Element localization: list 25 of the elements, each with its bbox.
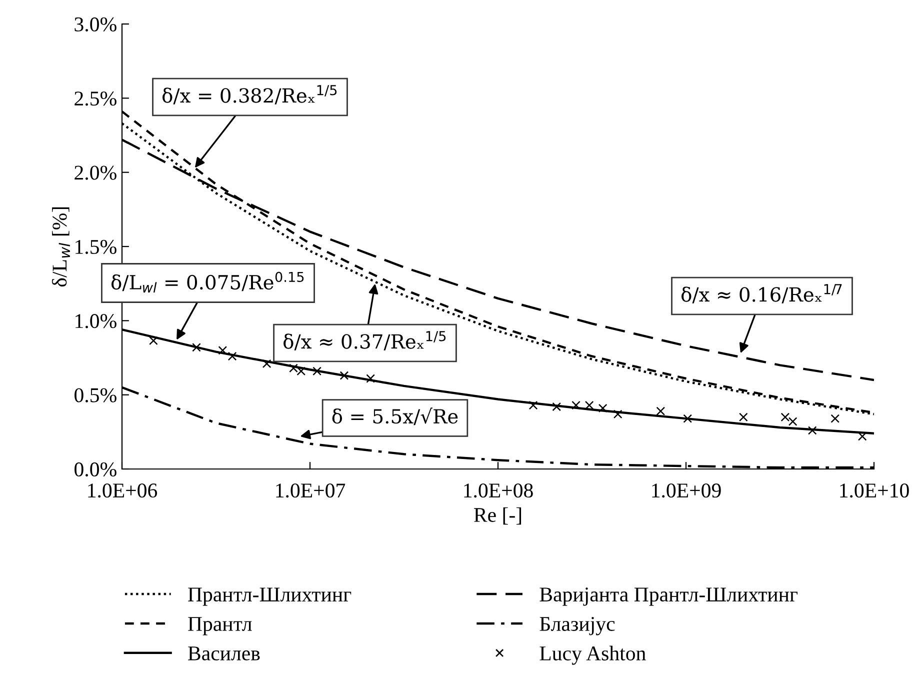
legend-label: Lucy Ashton: [540, 646, 646, 665]
annotation: δ/L$_{wl}$ = 0.075/Re$^{0.15}$: [111, 272, 304, 292]
x-tick-label: 1.0E+08: [464, 483, 533, 498]
legend-label: Прантл-Шлихтинг: [188, 588, 352, 606]
annotation: δ/x = 0.382/Reₓ$^{1/5}$: [162, 85, 337, 104]
y-tick-label: 0.5%: [74, 388, 116, 402]
y-tick-label: 1.5%: [76, 240, 116, 254]
y-tick-label: 2.5%: [74, 92, 116, 106]
x-axis-title: Re [-]: [474, 507, 522, 525]
legend-label: Блазијус: [540, 616, 615, 636]
annotation: δ/x ≈ 0.16/Reₓ$^{1/7}$: [681, 284, 842, 304]
annotation: δ = 5.5x/√Re: [332, 408, 458, 426]
legend-label: Прантл: [188, 617, 252, 636]
x-tick-label: 1.0E+09: [652, 483, 721, 498]
y-tick-label: 0.0%: [74, 462, 116, 477]
legend-label: Варијанта Прантл-Шлихтинг: [540, 588, 798, 606]
y-tick-label: 1.0%: [76, 314, 116, 328]
annotation: δ/x ≈ 0.37/Reₓ$^{1/5}$: [284, 331, 446, 350]
legend-label: Василев: [188, 646, 260, 660]
y-tick-label: 2.0%: [74, 166, 116, 180]
y-axis-title: δ/L$_{wl}$ [%]: [52, 207, 70, 287]
x-tick-label: 1.0E+10: [840, 483, 909, 498]
x-tick-label: 1.0E+06: [88, 483, 158, 498]
y-tick-label: 3.0%: [74, 17, 116, 32]
x-tick-label: 1.0E+07: [276, 483, 346, 498]
